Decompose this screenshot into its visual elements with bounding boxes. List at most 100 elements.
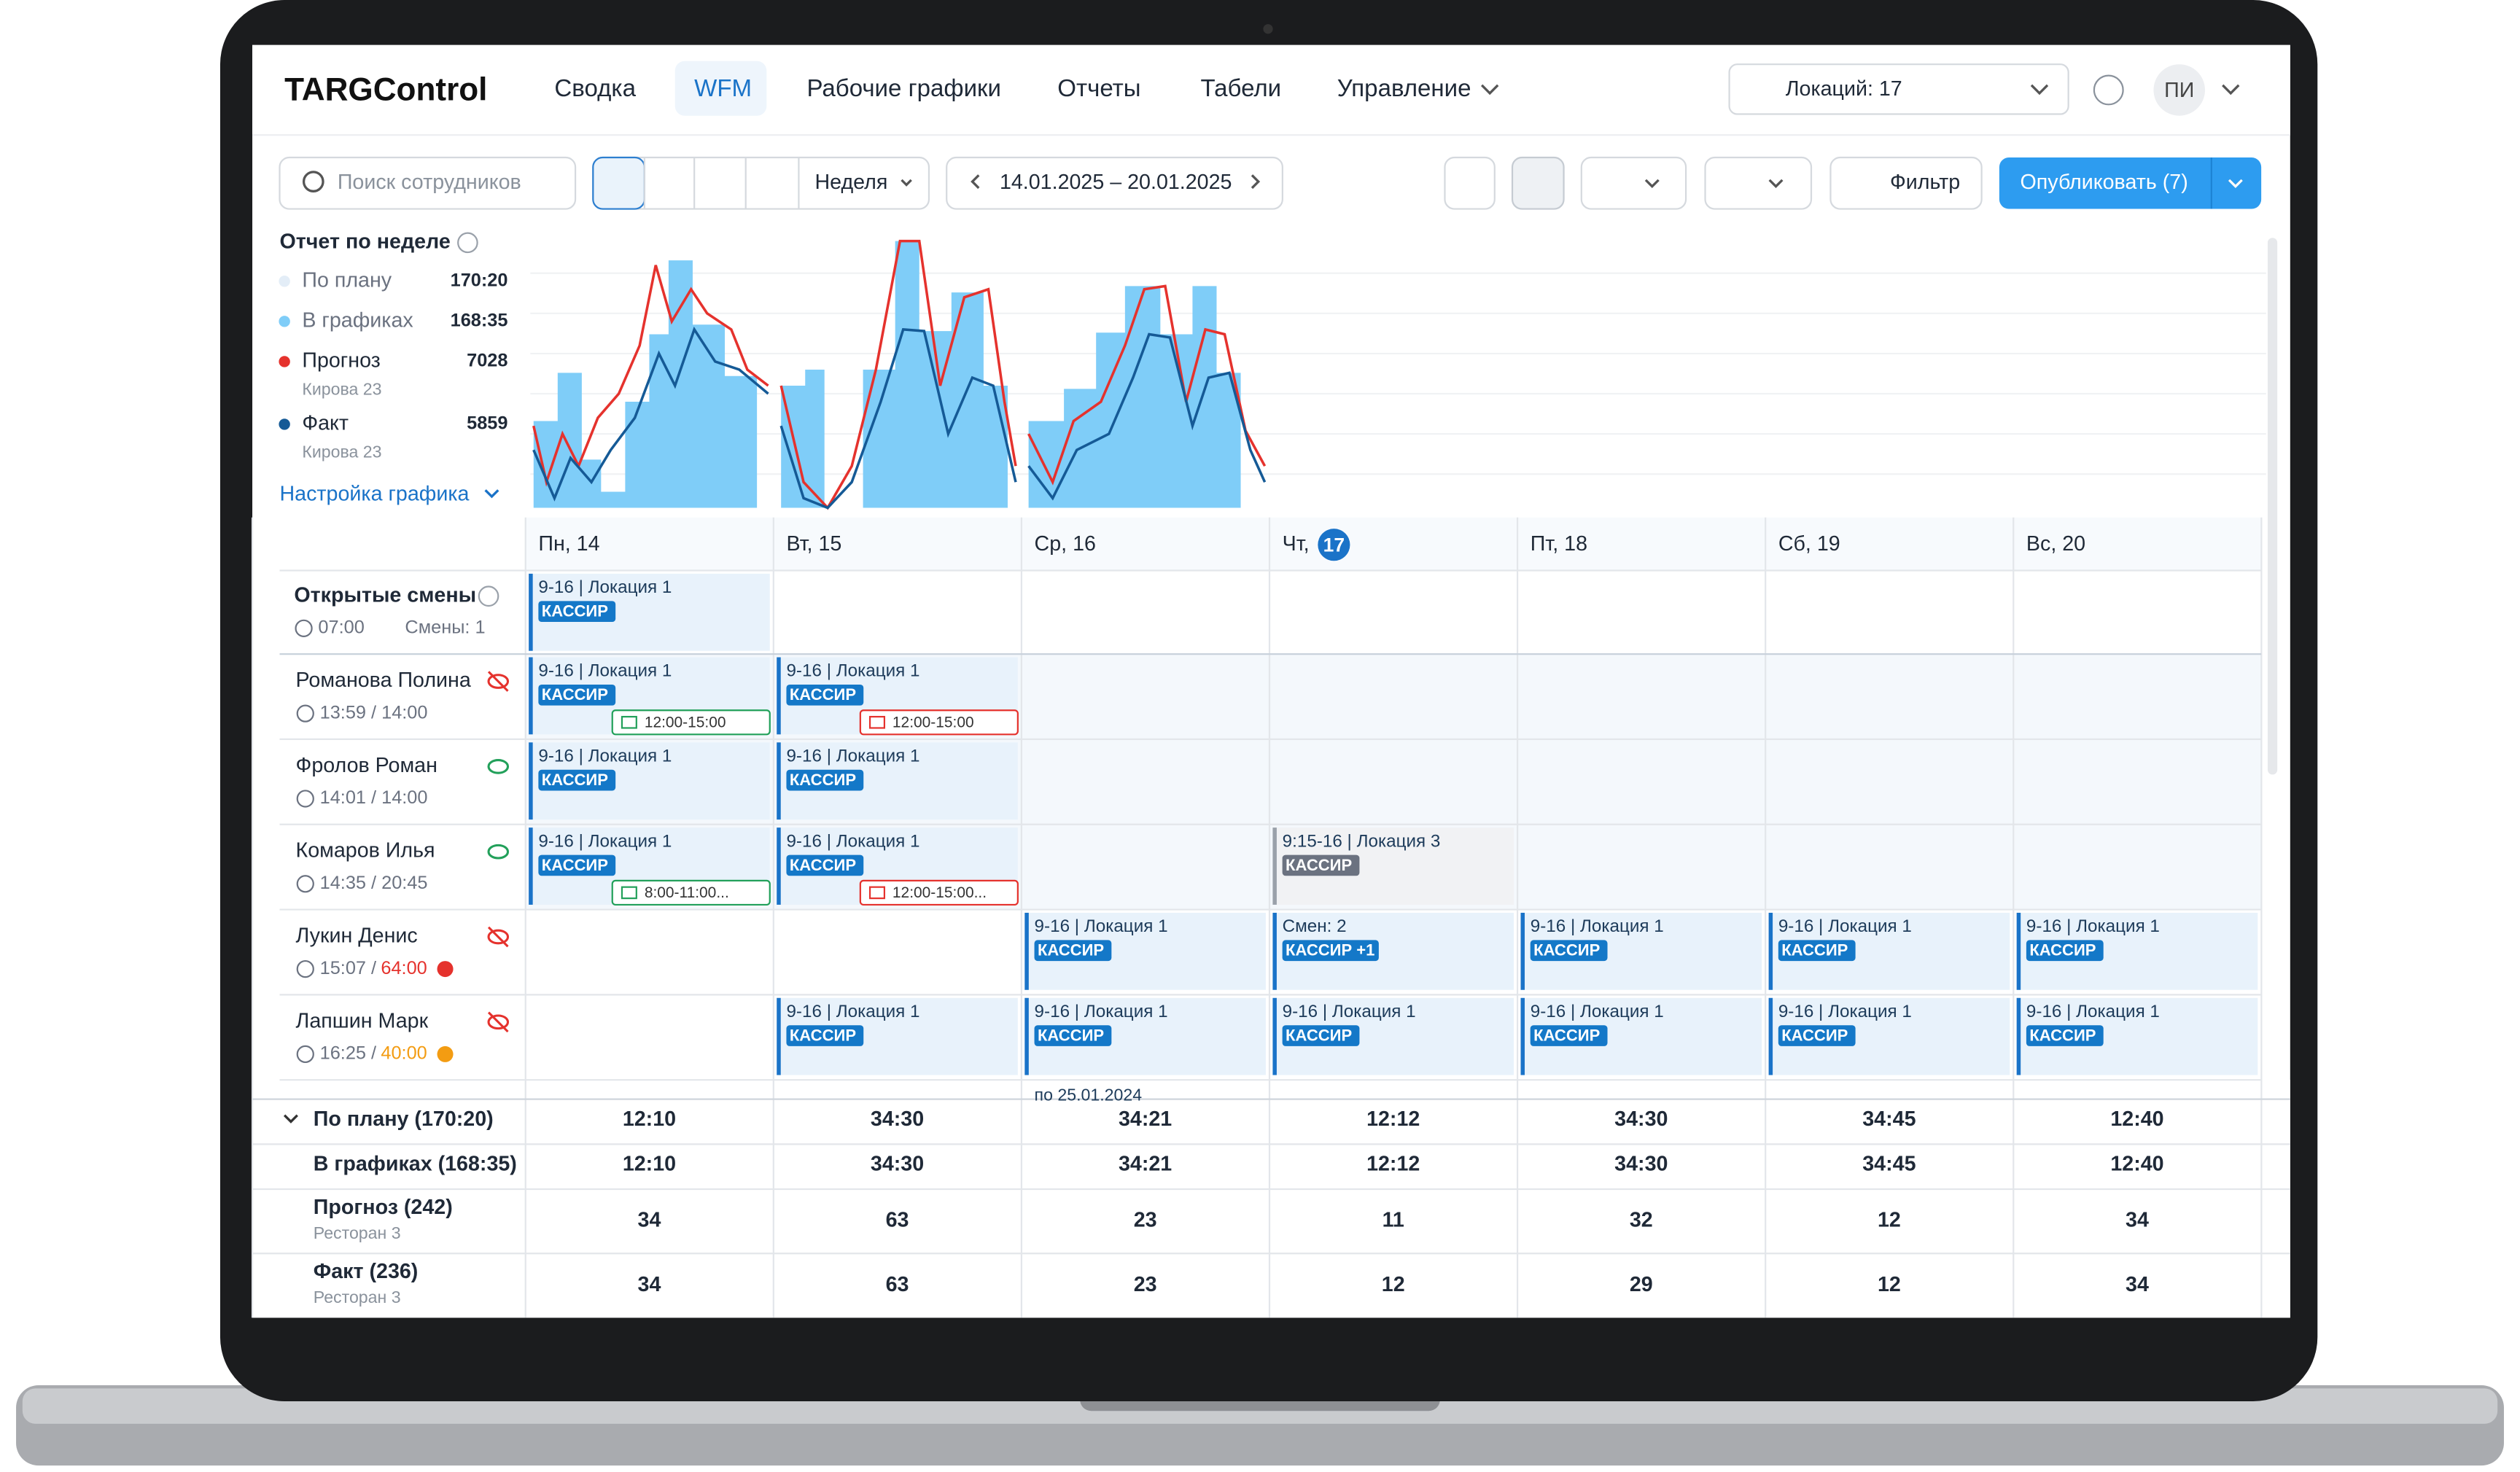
location-select[interactable] <box>1728 63 2069 115</box>
chart-area <box>1028 286 1241 508</box>
bell-button[interactable] <box>1444 156 1496 210</box>
summary-sub: Ресторан 3 <box>314 1288 401 1307</box>
legend-sub: Кирова 23 <box>302 380 381 399</box>
day-header: Ср, 16 <box>1035 532 1096 556</box>
nav-item[interactable]: Отчеты <box>1057 75 1140 102</box>
filter[interactable]: Фильтр <box>1890 171 1960 194</box>
summary-value: 34 <box>2126 1273 2149 1296</box>
legend-dot <box>279 276 290 287</box>
visibility-icon[interactable] <box>487 844 510 860</box>
search-box[interactable] <box>279 156 577 210</box>
employee-time: 14:01 / 14:00 <box>320 787 428 808</box>
legend-label: Факт <box>302 411 349 435</box>
publish-button[interactable] <box>1999 157 2262 209</box>
nav-item[interactable]: Рабочие графики <box>806 75 1001 102</box>
legend-value: 170:20 <box>451 270 508 290</box>
date-picker[interactable] <box>946 156 1283 210</box>
shift-title: 9:15-16 | Локация 3 <box>1283 831 1441 851</box>
employee-name[interactable]: Фролов Роман <box>296 754 438 777</box>
chip-text: 12:00-15:00 <box>892 714 974 731</box>
visibility-icon[interactable] <box>487 929 510 945</box>
nav-item[interactable]: Управление <box>1337 75 1471 102</box>
shift-title: 9-16 | Локация 1 <box>538 661 672 681</box>
employee-time: 13:59 / 14:00 <box>320 702 428 723</box>
role-badge <box>1282 940 1379 962</box>
summary-value: 12:40 <box>2110 1153 2163 1176</box>
nav-item[interactable]: Сводка <box>554 75 636 102</box>
shift-accent <box>1768 912 1773 990</box>
summary-label: Прогноз (242) <box>314 1196 453 1219</box>
summary-value: 34 <box>2126 1209 2149 1232</box>
summary-label: По плану (170:20) <box>314 1107 494 1131</box>
shift-title: по 25.01.2024 <box>1035 1085 1143 1104</box>
day-header: Вт, 15 <box>786 532 841 556</box>
summary-value: 63 <box>886 1209 909 1232</box>
chip-text: 12:00-15:00 <box>645 714 726 731</box>
calendar-button[interactable] <box>1704 156 1813 210</box>
shift-accent <box>1024 912 1029 990</box>
employee-norm: 64:00 <box>381 958 427 978</box>
chart-settings[interactable]: Настройка графика <box>280 482 470 505</box>
location[interactable]: Локаций: 17 <box>1786 77 1902 101</box>
period[interactable]: Неделя <box>814 171 887 194</box>
legend-dot <box>279 418 290 430</box>
shift-accent <box>2016 912 2021 990</box>
nav-item[interactable]: Табели <box>1200 75 1281 102</box>
magic-button[interactable] <box>1580 156 1687 210</box>
help-icon[interactable] <box>2093 74 2124 106</box>
role-badge <box>1282 854 1360 876</box>
summary-label: Факт (236) <box>314 1260 419 1283</box>
view-active[interactable] <box>592 156 645 210</box>
visibility-icon[interactable] <box>487 759 510 774</box>
employee-name[interactable]: Комаров Илья <box>296 839 435 862</box>
shift-title: 9-16 | Локация 1 <box>1283 1002 1416 1021</box>
chevrons <box>1480 84 2240 96</box>
summary-value: 12:40 <box>2110 1107 2163 1131</box>
summary-sub: Ресторан 3 <box>314 1223 401 1242</box>
employee-name[interactable]: Лукин Денис <box>296 924 418 948</box>
visibility-icon[interactable] <box>487 674 510 689</box>
summary-value: 34:21 <box>1119 1107 1172 1131</box>
summary-value: 32 <box>1630 1209 1653 1232</box>
search-placeholder[interactable]: Поиск сотрудников <box>338 171 521 194</box>
shift-accent <box>1024 997 1029 1075</box>
chart-button[interactable] <box>1511 156 1565 210</box>
time-chip <box>859 709 1019 736</box>
days-header <box>525 517 2262 571</box>
open-shifts-title: Открытые смены <box>294 583 476 607</box>
chip-text: 12:00-15:00... <box>892 884 987 901</box>
norm-icon <box>437 961 454 978</box>
forecast-line <box>532 265 769 487</box>
role: КАССИР +1 <box>1286 941 1374 959</box>
legend-value: 168:35 <box>451 311 508 331</box>
visibility-slash <box>487 1011 509 1033</box>
employee-name[interactable]: Лапшин Марк <box>296 1009 429 1032</box>
chip-text: 8:00-11:00... <box>645 884 729 901</box>
role: КАССИР <box>1781 1026 1848 1044</box>
summary-value: 34 <box>638 1209 661 1232</box>
employee-name[interactable]: Романова Полина <box>296 669 471 692</box>
shift-title: Смен: 2 <box>1283 916 1347 936</box>
summary-value: 23 <box>1134 1273 1157 1296</box>
summary-value: 11 <box>1382 1209 1404 1232</box>
shift-title: 9-16 | Локация 1 <box>786 831 919 851</box>
role: КАССИР <box>790 856 856 874</box>
publish[interactable]: Опубликовать (7) <box>2021 171 2188 194</box>
shift-accent <box>529 742 533 820</box>
summary-value: 12 <box>1878 1273 1901 1296</box>
role-badge <box>786 684 864 706</box>
shift-title: 9-16 | Локация 1 <box>1531 916 1664 936</box>
summary-value: 12:10 <box>623 1153 676 1176</box>
role-badge <box>538 684 616 706</box>
nav-item[interactable]: WFM <box>694 75 752 102</box>
avatar[interactable] <box>2153 64 2205 116</box>
shift-accent <box>1520 997 1525 1075</box>
report-title: Отчет по неделе <box>280 230 451 253</box>
dates[interactable]: 14.01.2025 – 20.01.2025 <box>1000 171 1232 194</box>
summary-value: 34:45 <box>1862 1107 1916 1131</box>
shift-title: 9-16 | Локация 1 <box>538 831 672 851</box>
clock-icon <box>296 959 314 978</box>
role: КАССИР <box>542 685 608 704</box>
visibility-icon[interactable] <box>487 1014 510 1030</box>
filter-button[interactable] <box>1829 156 1983 210</box>
